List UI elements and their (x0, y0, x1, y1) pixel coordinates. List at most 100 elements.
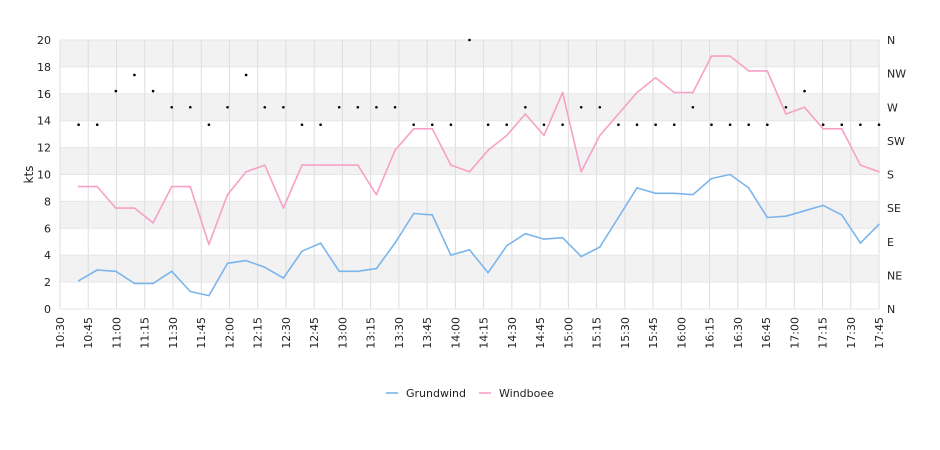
direction-point (635, 123, 639, 127)
data-point-grundwind (822, 204, 824, 207)
y-tick-label: 12 (37, 142, 51, 155)
data-point-grundwind (468, 249, 471, 251)
x-tick-label: 16:00 (675, 317, 688, 349)
series-line-grundwind (78, 173, 880, 297)
x-tick-label: 15:00 (562, 317, 575, 349)
direction-tick-label: SW (887, 135, 905, 148)
direction-point (188, 105, 192, 109)
x-tick-label: 11:00 (110, 317, 123, 349)
data-point-windboee (598, 134, 601, 137)
data-point-windboee (263, 164, 266, 166)
grid-band (60, 93, 879, 121)
data-point-windboee (375, 193, 378, 196)
x-axis-ticks: 10:30 10:45 11:00 11:15 11:30 11:45 12:00 12:15… (54, 317, 886, 349)
direction-point (114, 89, 118, 93)
direction-point (766, 123, 769, 127)
data-point-windboee (245, 171, 247, 173)
direction-point (468, 38, 471, 42)
grid-band (60, 201, 879, 229)
direction-point (654, 123, 657, 127)
data-point-windboee (617, 113, 620, 115)
direction-point (821, 123, 825, 127)
direction-point (524, 105, 527, 109)
data-point-windboee (115, 207, 117, 209)
direction-point (226, 105, 229, 109)
direction-tick-label: N (887, 303, 895, 316)
direction-points (77, 38, 881, 127)
direction-point (244, 73, 248, 77)
data-point-grundwind (170, 270, 173, 273)
direction-point (375, 105, 378, 109)
grid-band (60, 40, 879, 67)
data-point-windboee (543, 134, 545, 137)
data-point-windboee (878, 171, 880, 173)
data-point-windboee (673, 91, 676, 94)
x-tick-label: 12:30 (280, 317, 293, 349)
data-point-windboee (282, 207, 285, 209)
x-tick-label: 17:45 (873, 317, 886, 349)
direction-tick-label: N (887, 34, 895, 47)
direction-point (151, 89, 155, 93)
data-point-grundwind (487, 271, 489, 274)
x-tick-label: 17:30 (845, 317, 858, 349)
direction-point (95, 123, 99, 127)
direction-point (803, 89, 806, 93)
x-tick-label: 17:15 (817, 317, 830, 349)
data-point-windboee (152, 222, 154, 224)
direction-point (579, 105, 583, 109)
direction-point (877, 123, 881, 127)
data-point-grundwind (766, 216, 769, 219)
direction-point (300, 123, 304, 127)
data-point-grundwind (729, 173, 731, 176)
data-point-grundwind (282, 277, 285, 279)
data-point-grundwind (692, 193, 694, 196)
data-point-grundwind (115, 270, 117, 273)
direction-point (207, 123, 211, 127)
data-point-windboee (319, 164, 322, 166)
data-point-windboee (357, 164, 359, 166)
y-tick-label: 14 (37, 115, 51, 128)
data-point-grundwind (524, 232, 527, 235)
data-point-windboee (301, 164, 303, 166)
data-point-grundwind (561, 236, 564, 239)
data-point-grundwind (543, 238, 545, 240)
data-point-grundwind (357, 270, 359, 273)
y-tick-label: 10 (37, 169, 51, 182)
direction-point (747, 123, 751, 127)
data-point-windboee (729, 55, 731, 57)
direction-tick-label: E (887, 236, 894, 249)
direction-point (430, 123, 434, 127)
data-point-windboee (170, 185, 173, 188)
x-tick-label: 11:45 (195, 317, 208, 349)
legend-label-windboee: Windboee (499, 387, 554, 400)
data-point-windboee (77, 185, 80, 188)
data-point-windboee (580, 171, 582, 173)
data-point-grundwind (394, 242, 396, 244)
data-point-windboee (487, 149, 489, 152)
direction-point (598, 105, 602, 109)
data-point-windboee (692, 91, 694, 94)
data-point-grundwind (301, 250, 303, 252)
direction-tick-label: SE (887, 202, 901, 215)
data-point-windboee (412, 127, 415, 130)
direction-point (691, 105, 695, 109)
data-point-windboee (133, 207, 136, 209)
data-point-grundwind (840, 214, 843, 216)
direction-point (728, 123, 732, 127)
x-tick-label: 13:15 (365, 317, 378, 349)
data-point-grundwind (431, 214, 434, 216)
data-point-windboee (394, 149, 396, 152)
data-point-windboee (450, 164, 452, 166)
direction-point (505, 123, 509, 127)
x-tick-label: 13:00 (336, 317, 349, 349)
x-tick-label: 11:30 (167, 317, 180, 349)
x-tick-label: 14:00 (449, 317, 462, 349)
series-line-windboee (78, 55, 880, 246)
x-tick-label: 14:30 (506, 317, 519, 349)
direction-point (859, 123, 862, 127)
data-point-windboee (226, 193, 229, 196)
x-tick-label: 10:45 (82, 317, 95, 349)
data-point-grundwind (226, 262, 229, 265)
data-point-windboee (431, 127, 434, 130)
